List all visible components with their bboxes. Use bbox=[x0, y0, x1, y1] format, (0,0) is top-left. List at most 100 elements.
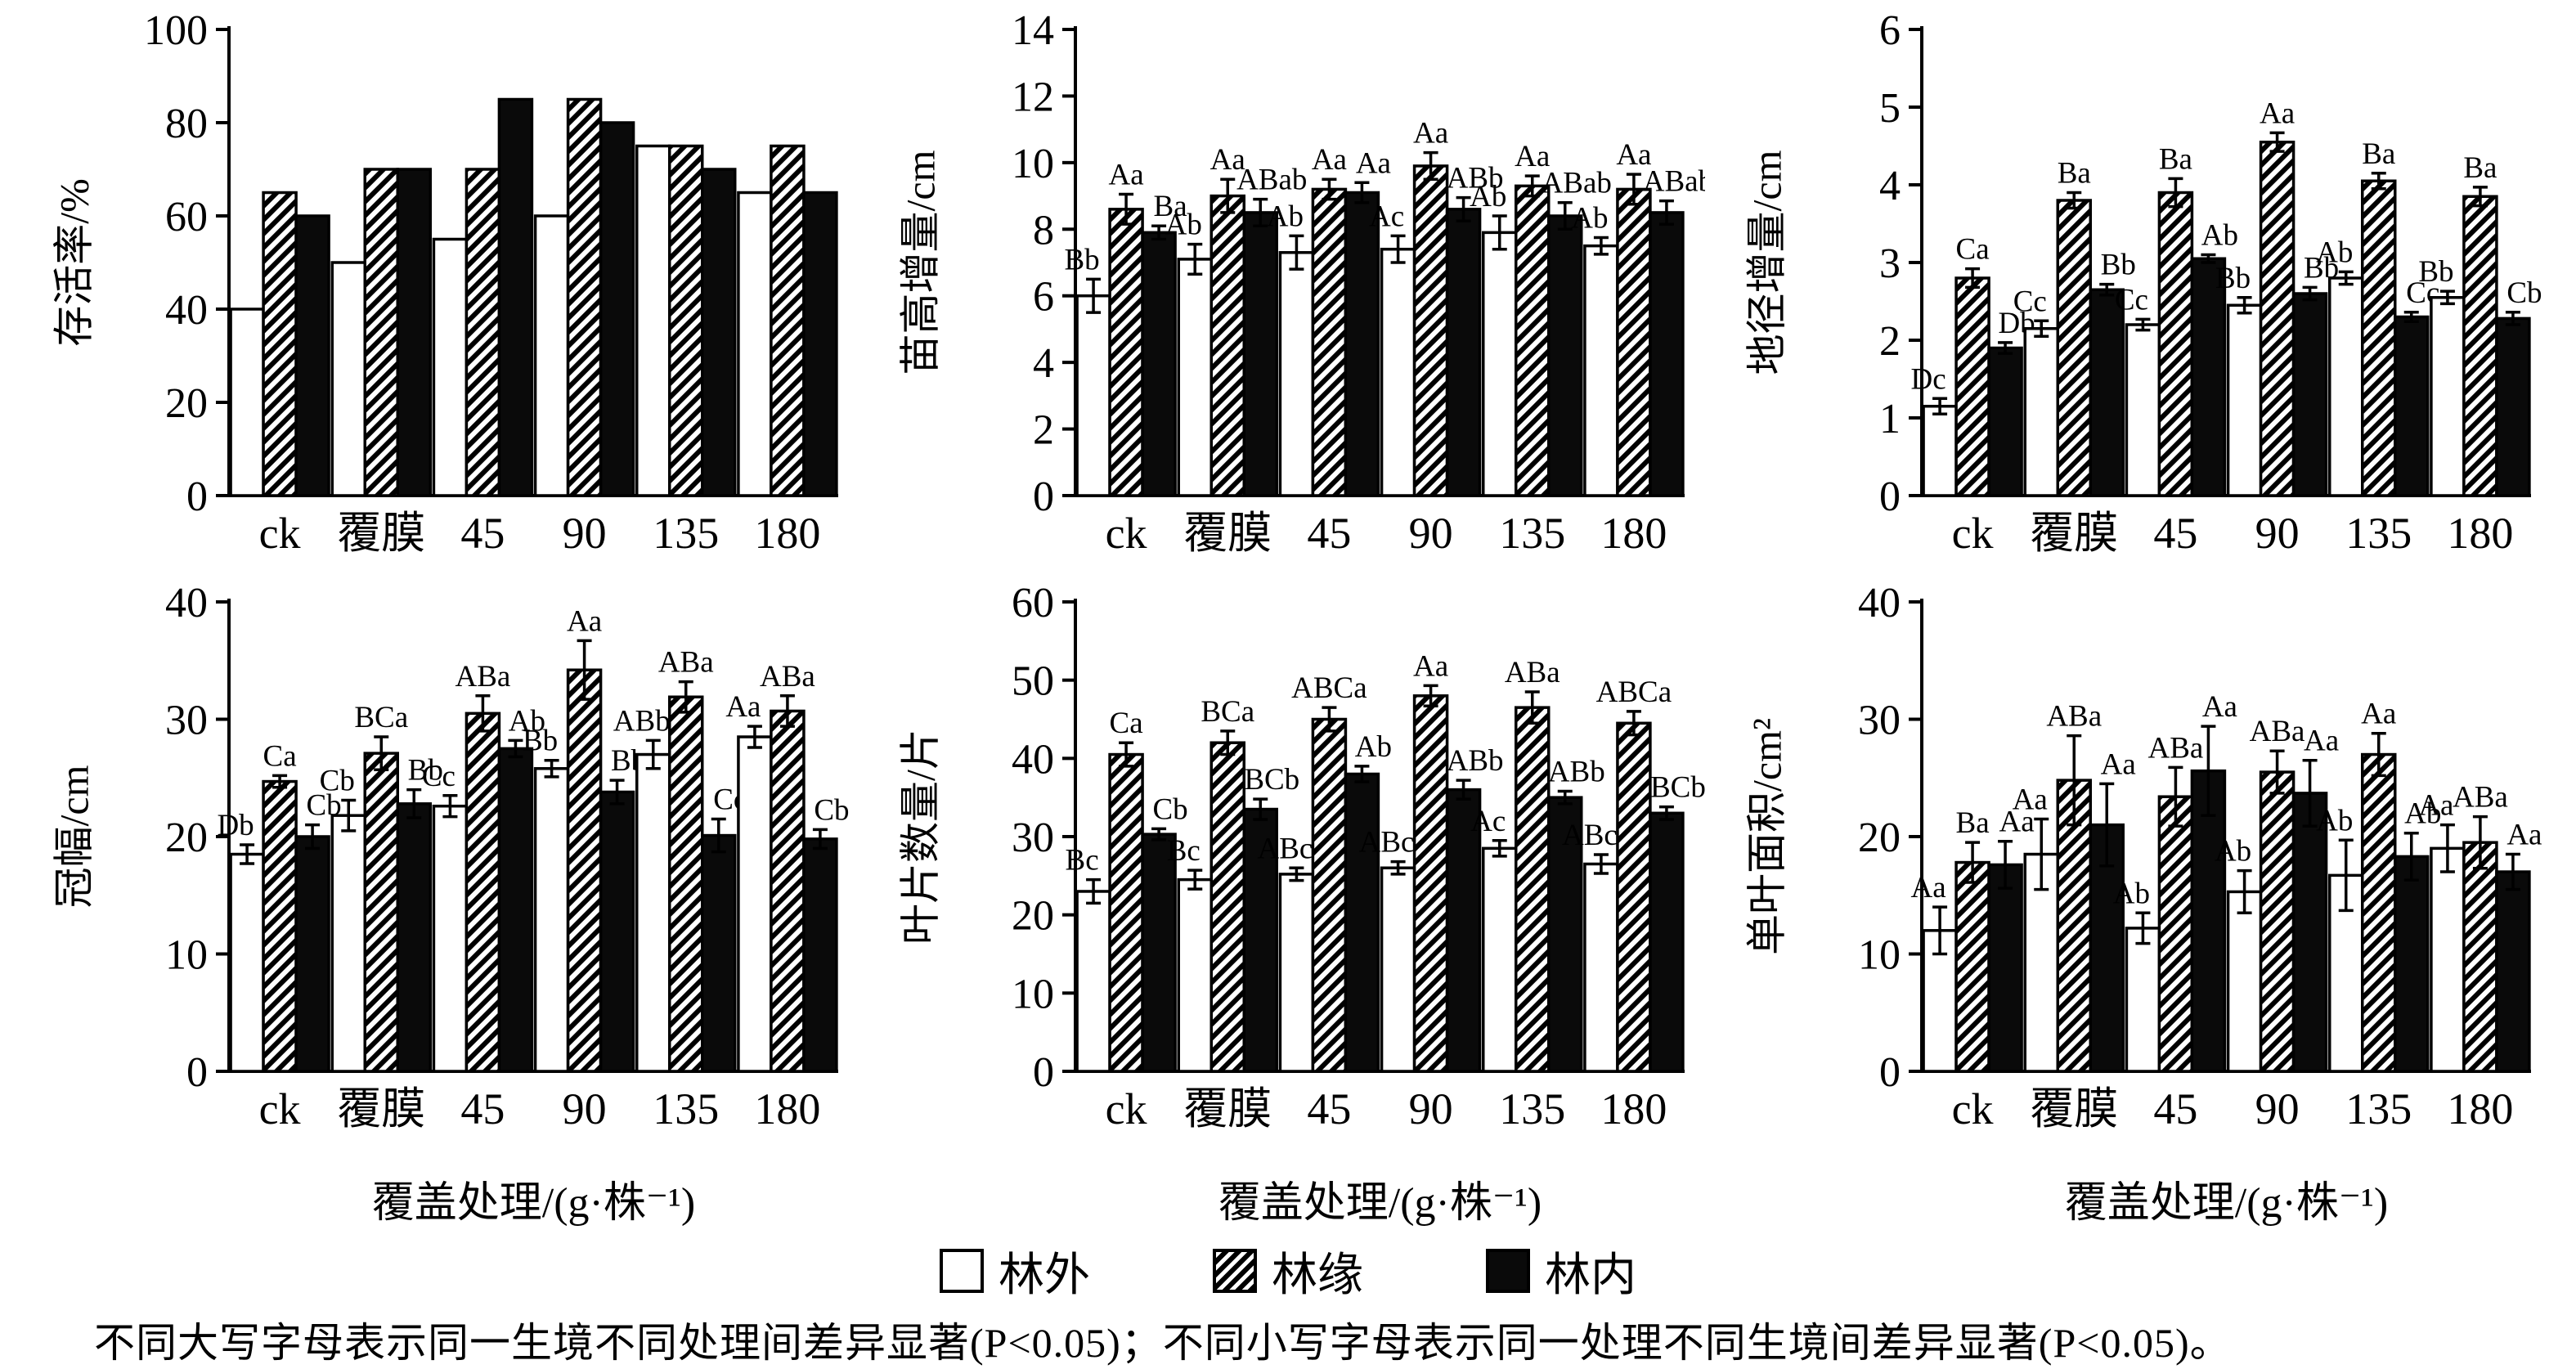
x-axis-title: 覆盖处理/(g·株⁻¹) bbox=[372, 1180, 695, 1227]
bar-diameter-increment-135-林内 bbox=[2394, 315, 2430, 497]
y-tick-label: 30 bbox=[1012, 815, 1054, 861]
sig-letter-leaf-number-45-林缘: ABCa bbox=[1291, 671, 1367, 705]
figure-footnote: 不同大写字母表示同一生境不同处理间差异显著(P<0.05)；不同小写字母表示同一… bbox=[94, 1320, 2232, 1366]
y-tick-label: 6 bbox=[1879, 7, 1901, 54]
bar-crown-width-180-林外 bbox=[737, 735, 773, 1073]
bar-height-increment-覆膜-林内 bbox=[1242, 211, 1278, 497]
sig-letter-single-leaf-area-覆膜-林缘: ABa bbox=[2046, 700, 2102, 734]
chart-grid: 0 20 40 60 80 100 存活率/% ck 覆膜 45 90 135 180 0 2 4 6 8 10 1… bbox=[25, 7, 2564, 1235]
chart-leaf-number-canvas: 0 10 20 30 40 50 60 叶片数量/片 Bc Ca Cb ck Bc BCa BCb 覆膜 ABc… bbox=[898, 580, 1706, 1227]
bar-survival-rate-45-林外 bbox=[432, 237, 469, 497]
x-tick-label-135: 135 bbox=[653, 1084, 719, 1133]
sig-letter-leaf-number-覆膜-林缘: BCa bbox=[1200, 695, 1254, 729]
sig-letter-height-increment-90-林内: ABb bbox=[1447, 162, 1504, 195]
bar-crown-width-ck-林内 bbox=[294, 835, 330, 1073]
sig-letter-height-increment-ck-林内: Ba bbox=[1154, 190, 1187, 223]
sig-letter-crown-width-覆膜-林外: Cb bbox=[320, 765, 355, 798]
x-tick-label-180: 180 bbox=[2447, 509, 2513, 558]
y-tick-label: 2 bbox=[1879, 318, 1901, 365]
x-tick-label-135: 135 bbox=[2345, 1084, 2412, 1133]
bar-survival-rate-覆膜-林内 bbox=[396, 168, 432, 497]
sig-letter-crown-width-ck-林缘: Ca bbox=[263, 739, 297, 773]
bar-single-leaf-area-180-林内 bbox=[2495, 870, 2531, 1073]
bar-height-increment-45-林内 bbox=[1344, 191, 1380, 497]
y-tick-label: 10 bbox=[1012, 141, 1054, 187]
x-tick-label-45: 45 bbox=[460, 509, 505, 558]
bar-diameter-increment-ck-林外 bbox=[1922, 405, 1958, 497]
legend-item-inside: 林内 bbox=[1486, 1238, 1636, 1304]
bar-survival-rate-135-林外 bbox=[635, 144, 671, 497]
bar-leaf-number-覆膜-林外 bbox=[1177, 878, 1213, 1073]
sig-letter-diameter-increment-45-林内: Ab bbox=[2201, 219, 2238, 253]
sig-letter-crown-width-135-林缘: ABa bbox=[658, 646, 714, 680]
sig-letter-height-increment-90-林缘: Aa bbox=[1413, 117, 1448, 150]
x-tick-label-135: 135 bbox=[653, 509, 719, 558]
x-tick-label-90: 90 bbox=[2255, 509, 2300, 558]
sig-letter-single-leaf-area-覆膜-林内: Aa bbox=[2101, 747, 2136, 781]
bar-diameter-increment-ck-林缘 bbox=[1954, 276, 1990, 497]
bar-diameter-increment-90-林外 bbox=[2226, 303, 2263, 497]
y-tick-label: 14 bbox=[1012, 7, 1054, 54]
bar-survival-rate-覆膜-林外 bbox=[330, 261, 366, 497]
y-axis-title: 苗高增量/cm bbox=[898, 150, 944, 375]
y-tick-label: 12 bbox=[1012, 74, 1054, 120]
y-tick-label: 40 bbox=[165, 580, 208, 626]
sig-letter-single-leaf-area-45-林缘: ABa bbox=[2148, 731, 2204, 765]
bar-diameter-increment-覆膜-林缘 bbox=[2056, 199, 2092, 497]
sig-letter-crown-width-135-林外: ABb bbox=[613, 704, 671, 738]
sig-letter-height-increment-覆膜-林缘: Aa bbox=[1210, 143, 1245, 177]
legend: 林外 林缘 林内 bbox=[0, 1237, 2576, 1305]
bar-crown-width-90-林缘 bbox=[566, 668, 603, 1073]
legend-swatch-black-icon bbox=[1486, 1249, 1530, 1293]
bar-diameter-increment-180-林缘 bbox=[2462, 195, 2498, 497]
sig-letter-height-increment-90-林外: Ac bbox=[1369, 200, 1404, 233]
y-tick-label: 0 bbox=[186, 474, 208, 520]
sig-letter-diameter-increment-90-林缘: Aa bbox=[2260, 97, 2295, 130]
bar-leaf-number-180-林内 bbox=[1649, 811, 1685, 1073]
sig-letter-crown-width-ck-林外: Db bbox=[217, 809, 254, 842]
x-tick-label-45: 45 bbox=[1307, 1084, 1351, 1133]
sig-letter-single-leaf-area-180-林内: Aa bbox=[2506, 819, 2542, 852]
sig-letter-height-increment-ck-林缘: Aa bbox=[1109, 159, 1144, 192]
bar-survival-rate-90-林内 bbox=[599, 121, 635, 497]
legend-item-edge: 林缘 bbox=[1213, 1238, 1363, 1304]
x-tick-label-覆膜: 覆膜 bbox=[2030, 1084, 2118, 1133]
y-tick-label: 2 bbox=[1033, 407, 1054, 454]
sig-letter-crown-width-90-林缘: Aa bbox=[567, 604, 602, 638]
sig-letter-single-leaf-area-45-林外: Ab bbox=[2113, 877, 2150, 910]
sig-letter-diameter-increment-45-林外: Cc bbox=[2115, 283, 2148, 316]
bar-height-increment-180-林内 bbox=[1649, 211, 1685, 497]
sig-letter-leaf-number-180-林内: BCb bbox=[1650, 771, 1705, 805]
sig-letter-diameter-increment-覆膜-林内: Bb bbox=[2101, 249, 2136, 282]
sig-letter-leaf-number-180-林外: ABc bbox=[1562, 819, 1618, 852]
x-tick-label-90: 90 bbox=[1409, 1084, 1453, 1133]
y-tick-label: 6 bbox=[1033, 274, 1054, 321]
bar-crown-width-覆膜-林缘 bbox=[363, 752, 399, 1073]
bar-survival-rate-135-林缘 bbox=[668, 144, 704, 497]
x-tick-label-90: 90 bbox=[563, 509, 607, 558]
sig-letter-single-leaf-area-135-林内: Ab bbox=[2404, 797, 2441, 831]
legend-swatch-hatch-icon bbox=[1213, 1249, 1257, 1293]
y-tick-label: 30 bbox=[165, 698, 208, 744]
chart-crown-width: 0 10 20 30 40 冠幅/cm Db Ca Cb ck Cb BCa Bb 覆膜 Cc ABa Ab 45… bbox=[25, 572, 871, 1235]
bar-single-leaf-area-90-林外 bbox=[2226, 890, 2263, 1073]
sig-letter-crown-width-180-林内: Cb bbox=[814, 793, 849, 827]
bar-survival-rate-180-林缘 bbox=[770, 144, 806, 497]
x-tick-label-覆膜: 覆膜 bbox=[1183, 509, 1272, 558]
legend-label-outside: 林外 bbox=[999, 1250, 1090, 1301]
x-tick-label-180: 180 bbox=[1600, 509, 1667, 558]
chart-single-leaf-area: 0 10 20 30 40 单叶面积/cm² Aa Ba Aa ck Aa ABa Aa 覆膜 Ab ABa A… bbox=[1717, 572, 2564, 1235]
sig-letter-leaf-number-135-林内: ABb bbox=[1548, 756, 1605, 789]
bar-leaf-number-45-林缘 bbox=[1311, 717, 1348, 1073]
bar-survival-rate-ck-林缘 bbox=[262, 191, 298, 497]
x-tick-label-90: 90 bbox=[2255, 1084, 2300, 1133]
sig-letter-diameter-increment-90-林外: Bb bbox=[2215, 262, 2251, 295]
bar-single-leaf-area-45-林外 bbox=[2125, 927, 2161, 1073]
x-tick-label-ck: ck bbox=[259, 1084, 301, 1133]
bar-single-leaf-area-ck-林内 bbox=[1987, 863, 2023, 1073]
x-tick-label-180: 180 bbox=[754, 509, 820, 558]
bar-leaf-number-180-林缘 bbox=[1616, 721, 1652, 1073]
x-tick-label-135: 135 bbox=[1499, 1084, 1565, 1133]
bar-single-leaf-area-135-林缘 bbox=[2361, 752, 2397, 1073]
